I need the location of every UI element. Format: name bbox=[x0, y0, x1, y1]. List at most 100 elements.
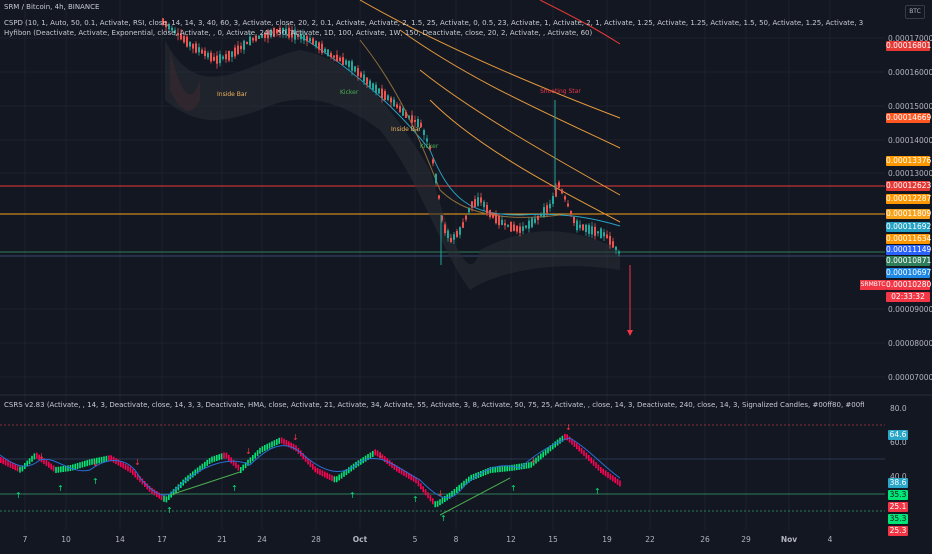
osc-trendline bbox=[439, 477, 511, 516]
price-tag: 0.00011634 bbox=[886, 234, 932, 244]
osc-bar bbox=[441, 497, 444, 504]
osc-bar bbox=[343, 470, 345, 477]
oscillator-signal-line bbox=[0, 437, 621, 499]
candle-body bbox=[198, 47, 200, 53]
osc-bar bbox=[74, 463, 76, 470]
candle-body bbox=[249, 36, 251, 46]
currency-button[interactable]: BTC bbox=[905, 5, 925, 19]
osc-bar bbox=[31, 455, 33, 462]
osc-bar bbox=[612, 475, 614, 482]
candle-body bbox=[174, 30, 176, 34]
candle-body bbox=[561, 189, 563, 194]
osc-bar bbox=[552, 443, 554, 450]
osc-tag: 25.1 bbox=[888, 502, 908, 512]
cspd-indicator-label[interactable]: CSPD (10, 1, Auto, 50, 0.1, Activate, RS… bbox=[4, 19, 864, 27]
candle-body bbox=[177, 32, 179, 36]
osc-bar bbox=[489, 467, 492, 474]
candle-body bbox=[465, 215, 467, 220]
csrs-indicator-label[interactable]: CSRS v2.83 (Activate, , 14, 3, Deactivat… bbox=[4, 401, 864, 409]
osc-bar bbox=[583, 450, 585, 457]
osc-bar bbox=[429, 495, 432, 502]
osc-bar bbox=[108, 455, 110, 462]
candle-body bbox=[486, 204, 488, 214]
osc-bar bbox=[290, 442, 292, 449]
osc-bar bbox=[36, 452, 38, 459]
osc-bar bbox=[7, 460, 9, 467]
osc-bar bbox=[261, 446, 264, 453]
osc-bar bbox=[417, 480, 420, 487]
candle-body bbox=[480, 197, 482, 203]
projection-arrow bbox=[627, 265, 633, 336]
candle-body bbox=[351, 61, 353, 71]
candle-body bbox=[306, 36, 308, 42]
osc-bar bbox=[112, 456, 115, 463]
osc-bar bbox=[264, 445, 266, 451]
osc-bar bbox=[0, 457, 2, 463]
osc-bar bbox=[588, 455, 590, 461]
osc-bar bbox=[504, 465, 506, 472]
candle-body bbox=[384, 91, 386, 100]
osc-bar bbox=[614, 477, 616, 484]
osc-tag: 25.3 bbox=[888, 526, 908, 536]
candle-body bbox=[339, 57, 341, 62]
cloud-band-red bbox=[170, 50, 200, 111]
candle-body bbox=[507, 224, 509, 227]
osc-bar bbox=[86, 460, 88, 467]
osc-bar bbox=[223, 452, 225, 459]
svg-text:↑: ↑ bbox=[166, 506, 173, 515]
candle-body bbox=[207, 52, 209, 58]
svg-text:↓: ↓ bbox=[292, 433, 299, 442]
candle-body bbox=[417, 118, 419, 128]
osc-bar bbox=[412, 475, 415, 482]
osc-bar bbox=[506, 465, 508, 472]
price-tag: 0.00011149 bbox=[886, 245, 932, 255]
candle-body bbox=[363, 74, 365, 82]
osc-bar bbox=[278, 437, 280, 444]
osc-bar bbox=[103, 456, 105, 463]
osc-bar bbox=[540, 453, 542, 460]
chart-title[interactable]: SRM / Bitcoin, 4h, BINANCE bbox=[4, 3, 100, 11]
osc-bar bbox=[482, 470, 484, 477]
price-tag: 0.00013376 bbox=[886, 156, 932, 166]
osc-bar bbox=[117, 459, 120, 466]
candle-body bbox=[213, 56, 215, 61]
candle-body bbox=[477, 197, 479, 206]
time-axis-label: 7 bbox=[22, 535, 28, 544]
osc-bar bbox=[480, 471, 482, 477]
osc-bar bbox=[585, 452, 588, 459]
candle-body bbox=[186, 36, 188, 47]
osc-axis-label: 60.0 bbox=[890, 438, 907, 447]
candle-body bbox=[210, 52, 212, 62]
price-axis-label: 0.00014000 bbox=[888, 136, 932, 145]
candle-body bbox=[435, 173, 437, 184]
osc-bar bbox=[98, 457, 100, 464]
hyfibon-indicator-label[interactable]: Hyfibon (Deactivate, Activate, Exponenti… bbox=[4, 29, 593, 37]
candle-body bbox=[600, 228, 602, 239]
candle-body bbox=[366, 77, 368, 85]
osc-bar bbox=[218, 454, 220, 461]
price-tag: 0.00011692 bbox=[886, 222, 932, 232]
osc-bar bbox=[204, 461, 206, 468]
osc-bar bbox=[338, 474, 340, 481]
svg-text:↑: ↑ bbox=[412, 495, 419, 504]
osc-bar bbox=[530, 461, 532, 468]
svg-text:↑: ↑ bbox=[510, 484, 517, 493]
candle-body bbox=[195, 43, 197, 53]
candle-body bbox=[606, 234, 608, 239]
osc-bar bbox=[333, 476, 336, 483]
osc-bar bbox=[384, 456, 386, 463]
osc-bar bbox=[139, 476, 141, 483]
osc-bar bbox=[364, 455, 367, 462]
osc-bar bbox=[427, 492, 429, 499]
candle-body bbox=[588, 224, 590, 234]
candle-body bbox=[414, 119, 416, 123]
candle-body bbox=[336, 54, 338, 62]
osc-bar bbox=[348, 467, 350, 474]
osc-bar bbox=[165, 496, 168, 503]
osc-bar bbox=[276, 439, 278, 445]
price-tag: 0.00010697 bbox=[886, 268, 932, 278]
osc-bar bbox=[408, 472, 410, 479]
candle-body bbox=[315, 40, 317, 47]
